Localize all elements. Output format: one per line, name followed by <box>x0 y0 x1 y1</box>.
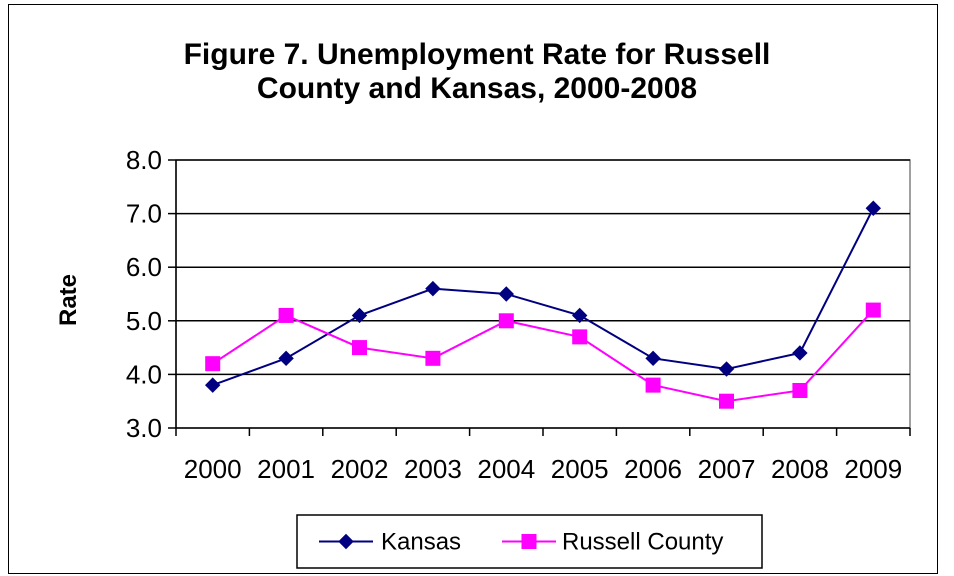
series-russell-county <box>205 302 881 409</box>
x-tick-label: 2000 <box>184 454 242 484</box>
plot-background <box>175 159 911 429</box>
series-line-russell-county <box>212 309 875 403</box>
data-point-russell-county <box>865 302 881 318</box>
y-axis-label: Rate <box>55 274 82 326</box>
data-point-russell-county <box>205 356 221 372</box>
data-point-russell-county <box>572 329 588 345</box>
legend: Kansas Russell County <box>296 514 763 569</box>
data-point-russell-county <box>498 313 514 329</box>
y-tick-label: 8.0 <box>126 145 162 175</box>
y-tick-label: 5.0 <box>126 306 162 336</box>
data-point-russell-county <box>352 340 367 356</box>
x-tick-label: 2009 <box>844 454 902 484</box>
axes <box>168 159 911 436</box>
data-point-russell-county <box>792 382 808 398</box>
data-point-kansas <box>865 200 882 216</box>
y-tick-labels: 3.0 4.0 5.0 6.0 7.0 8.0 <box>126 145 162 443</box>
x-tick-labels: 2000 2001 2002 2003 2004 2005 2006 2007 2008 2009 <box>184 454 902 484</box>
series-kansas <box>204 200 882 393</box>
series-layer <box>204 200 882 409</box>
plot-area <box>175 159 911 429</box>
y-tick-label: 7.0 <box>126 199 162 229</box>
data-point-kansas <box>204 377 221 393</box>
x-tick-label: 2001 <box>257 454 315 484</box>
data-point-kansas <box>351 307 368 324</box>
data-point-kansas <box>645 350 661 367</box>
data-point-kansas <box>425 280 441 297</box>
y-tick-label: 4.0 <box>126 359 162 389</box>
series-line-kansas <box>212 207 875 387</box>
x-tick-label: 2008 <box>771 454 829 484</box>
y-tick-label: 6.0 <box>126 252 162 282</box>
data-point-russell-county <box>425 350 441 366</box>
data-point-russell-county <box>719 393 734 409</box>
data-point-kansas <box>718 361 735 377</box>
x-tick-label: 2003 <box>404 454 462 484</box>
gridlines <box>176 159 910 376</box>
data-point-kansas <box>498 286 515 302</box>
x-tick-label: 2002 <box>331 454 389 484</box>
legend-label-russell-county: Russell County <box>562 529 723 556</box>
chart-title-line-1: Figure 7. Unemployment Rate for Russell <box>183 38 771 71</box>
data-point-kansas <box>792 345 808 361</box>
x-tick-label: 2007 <box>698 454 756 484</box>
data-point-russell-county <box>645 377 661 393</box>
x-tick-label: 2004 <box>477 454 535 484</box>
legend-marker-kansas <box>338 533 354 550</box>
x-tick-label: 2005 <box>551 454 609 484</box>
chart-title: Figure 7. Unemployment Rate for Russell … <box>0 38 954 106</box>
legend-marker-russell-county <box>521 534 537 549</box>
legend-label-kansas: Kansas <box>381 529 461 556</box>
data-point-kansas <box>278 350 294 367</box>
x-tick-label: 2006 <box>624 454 682 484</box>
data-point-kansas <box>571 307 588 324</box>
chart-title-line-2: County and Kansas, 2000-2008 <box>256 72 698 105</box>
data-point-russell-county <box>278 307 294 323</box>
y-tick-label: 3.0 <box>126 413 162 443</box>
